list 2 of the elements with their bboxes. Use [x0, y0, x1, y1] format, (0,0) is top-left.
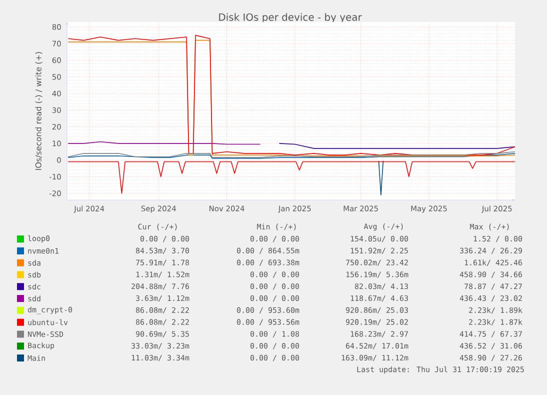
chart-title: Disk IOs per device - by year — [219, 13, 362, 23]
line-series — [68, 161, 516, 194]
